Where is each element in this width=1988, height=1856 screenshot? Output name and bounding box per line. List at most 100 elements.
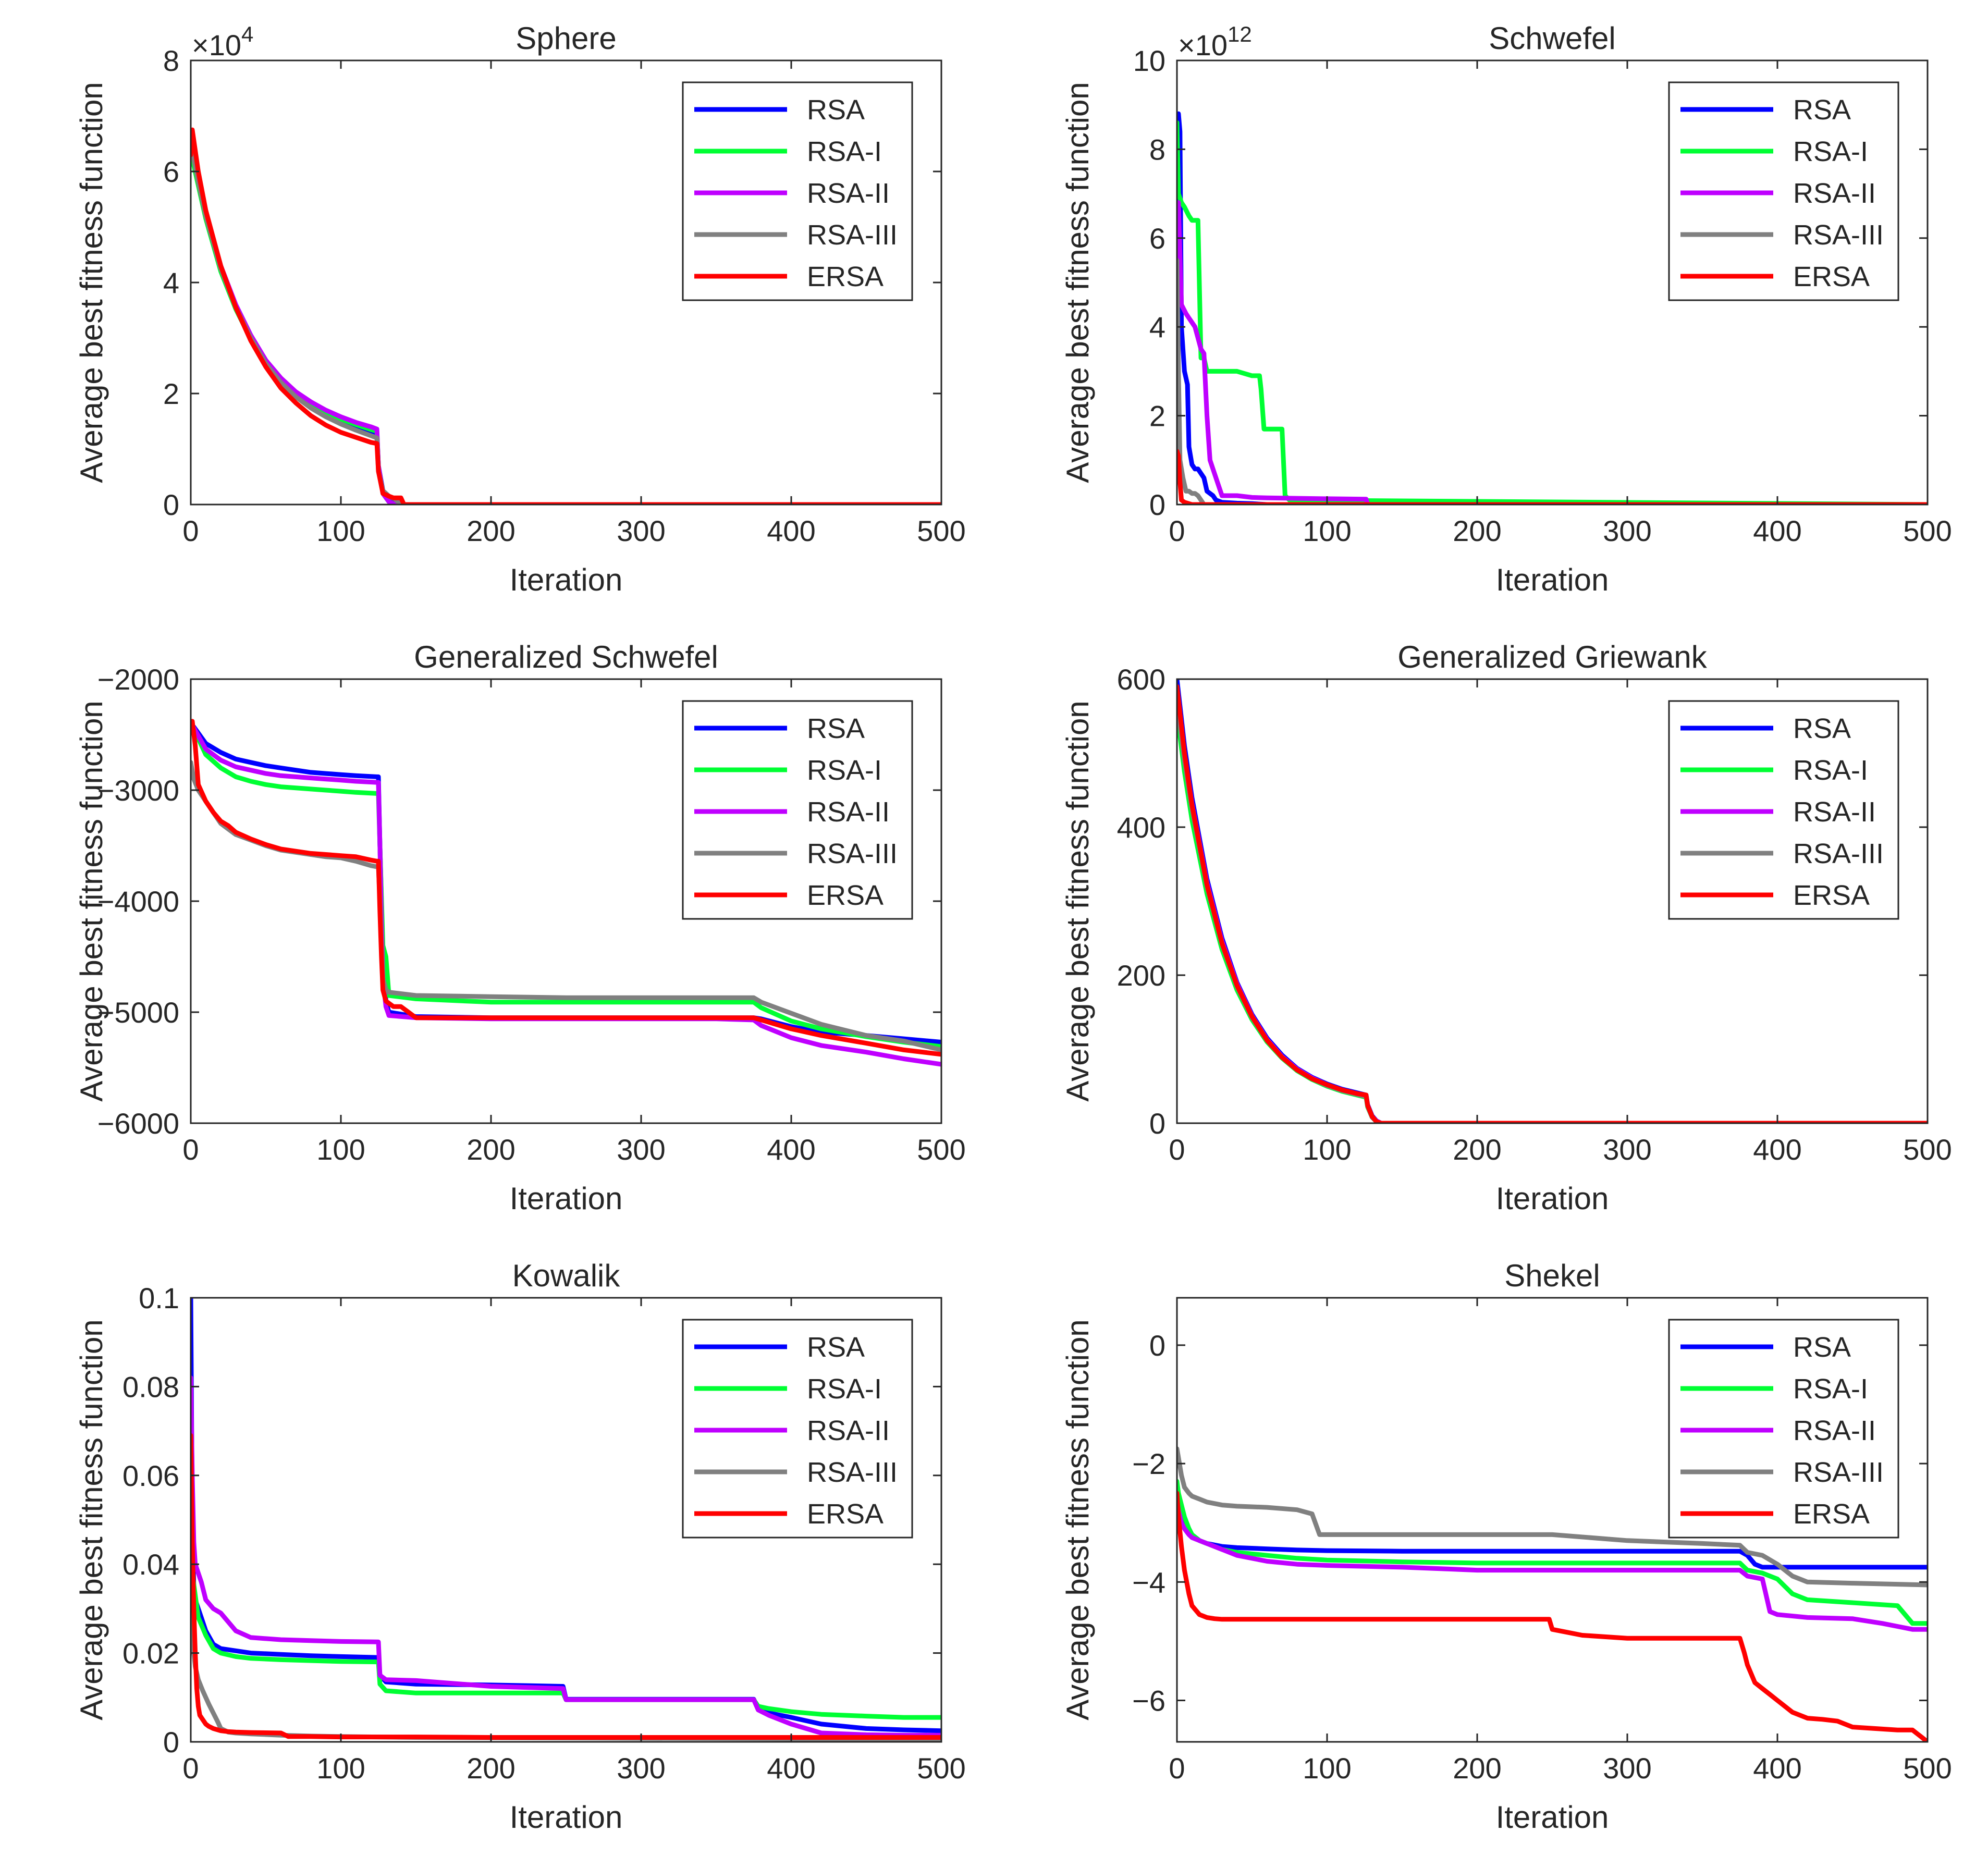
x-tick-label: 0 — [1169, 1752, 1185, 1785]
y-axis-multiplier-exponent: 4 — [241, 22, 253, 46]
chart-title: Schwefel — [1489, 21, 1615, 56]
legend: RSA RSA-I RSA-II RSA-III ERSA — [1668, 81, 1899, 301]
y-tick-label: 600 — [1117, 663, 1165, 696]
legend-label-rsa-i: RSA-I — [807, 136, 882, 167]
series-line-rsa-i — [1177, 1479, 1928, 1626]
x-tick-label: 0 — [182, 514, 199, 547]
subplot-sphere: 0 100 200 300 400 500 0 2 4 6 8 ×104 Sphere Iteration… — [74, 21, 966, 597]
y-tick-label: 0 — [1149, 1107, 1165, 1140]
x-axis-label: Iteration — [1496, 562, 1609, 597]
y-axis-label: Average best fitness function — [74, 1319, 109, 1720]
series-line-ersa — [191, 1433, 941, 1740]
y-tick-label: 6 — [1149, 222, 1165, 255]
series-line-ersa — [191, 127, 941, 505]
legend-label-rsa-iii: RSA-III — [1793, 1457, 1884, 1488]
legend-label-rsa-i: RSA-I — [807, 1373, 882, 1405]
x-tick-label: 0 — [182, 1752, 199, 1785]
legend-label-rsa-ii: RSA-II — [1793, 796, 1876, 828]
x-tick-label: 100 — [1303, 1752, 1351, 1785]
y-axis-multiplier: ×1012 — [1178, 22, 1252, 62]
legend-label-rsa-i: RSA-I — [1793, 136, 1868, 167]
x-tick-label: 400 — [1753, 1752, 1801, 1785]
subplot-generalized-schwefel: 0 100 200 300 400 500 −6000 −5000 −4000 −3000 −200… — [74, 640, 966, 1216]
axes-frame — [1176, 59, 1929, 506]
axes-frame — [1176, 678, 1929, 1124]
legend-label-rsa: RSA — [1793, 713, 1851, 744]
chart-title: Generalized Griewank — [1397, 640, 1708, 674]
y-tick-label: 2 — [163, 377, 179, 410]
axes-frame — [1176, 1297, 1929, 1743]
y-tick-label: 8 — [163, 44, 179, 77]
series-line-rsa-ii — [1177, 1496, 1928, 1632]
y-axis-label: Average best fitness function — [1060, 1319, 1095, 1720]
x-tick-label: 300 — [617, 1752, 665, 1785]
y-tick-label: 6 — [163, 155, 179, 188]
legend-label-ersa: ERSA — [1793, 261, 1870, 292]
y-axis-multiplier-exponent: 12 — [1228, 22, 1252, 46]
legend-label-rsa: RSA — [807, 1332, 865, 1363]
series-line-ersa — [1177, 684, 1928, 1123]
y-tick-label: −2 — [1132, 1447, 1165, 1480]
y-axis-label: Average best fitness function — [1060, 700, 1095, 1101]
x-tick-label: 300 — [1603, 514, 1651, 547]
y-tick-label: 4 — [1149, 311, 1165, 343]
y-axis-multiplier: ×104 — [192, 22, 253, 62]
x-tick-label: 0 — [182, 1133, 199, 1166]
x-tick-label: 400 — [1753, 514, 1801, 547]
y-tick-label: 0.04 — [122, 1548, 179, 1581]
y-tick-label: 0 — [1149, 1329, 1165, 1362]
x-tick-label: 500 — [917, 1133, 965, 1166]
x-tick-label: 400 — [1753, 1133, 1801, 1166]
legend-label-rsa-iii: RSA-III — [807, 1457, 898, 1488]
legend-label-rsa-ii: RSA-II — [1793, 178, 1876, 209]
legend-label-rsa-ii: RSA-II — [1793, 1415, 1876, 1446]
x-tick-label: 200 — [467, 514, 515, 547]
legend-label-rsa-iii: RSA-III — [807, 219, 898, 251]
legend-label-rsa-i: RSA-I — [1793, 1373, 1868, 1405]
legend-label-ersa: ERSA — [1793, 1498, 1870, 1530]
legend: RSA RSA-I RSA-II RSA-III ERSA — [682, 81, 913, 301]
legend-label-rsa: RSA — [807, 713, 865, 744]
legend-label-ersa: ERSA — [1793, 880, 1870, 911]
x-axis-label: Iteration — [510, 562, 623, 597]
series-line-rsa-i — [1177, 120, 1928, 505]
x-tick-label: 500 — [917, 1752, 965, 1785]
legend-label-ersa: ERSA — [807, 880, 883, 911]
y-tick-label: 0 — [163, 488, 179, 521]
y-tick-label: 0.08 — [122, 1370, 179, 1403]
y-tick-label: −6 — [1132, 1684, 1165, 1717]
chart-title: Generalized Schwefel — [414, 640, 718, 674]
x-tick-label: 100 — [316, 514, 365, 547]
y-tick-label: −5000 — [97, 996, 179, 1029]
x-tick-label: 100 — [1303, 514, 1351, 547]
y-tick-label: 0.02 — [122, 1637, 179, 1670]
y-tick-label: 0.1 — [139, 1282, 179, 1314]
legend: RSA RSA-I RSA-II RSA-III ERSA — [682, 1319, 913, 1539]
y-axis-label: Average best fitness function — [74, 700, 109, 1101]
x-axis-label: Iteration — [510, 1181, 623, 1216]
legend: RSA RSA-I RSA-II RSA-III ERSA — [1668, 700, 1899, 920]
legend-label-rsa-ii: RSA-II — [807, 178, 890, 209]
y-tick-label: 4 — [163, 266, 179, 299]
x-tick-label: 100 — [1303, 1133, 1351, 1166]
y-tick-label: 0 — [163, 1726, 179, 1759]
subplot-schwefel: 0 100 200 300 400 500 0 2 4 6 8 10 ×1012 Schwefel Iter… — [1060, 21, 1952, 597]
legend-label-rsa-iii: RSA-III — [807, 838, 898, 869]
y-tick-label: −4 — [1132, 1566, 1165, 1599]
series-line-ersa — [1177, 1491, 1928, 1742]
x-tick-label: 100 — [316, 1752, 365, 1785]
x-tick-label: 200 — [1453, 1133, 1501, 1166]
y-tick-label: −2000 — [97, 663, 179, 696]
x-tick-label: 300 — [617, 1133, 665, 1166]
legend: RSA RSA-I RSA-II RSA-III ERSA — [1668, 1319, 1899, 1539]
x-axis-label: Iteration — [510, 1800, 623, 1835]
x-tick-label: 500 — [1903, 514, 1952, 547]
y-tick-label: 2 — [1149, 400, 1165, 433]
legend-label-rsa-iii: RSA-III — [1793, 219, 1884, 251]
legend-label-rsa-i: RSA-I — [807, 755, 882, 786]
x-tick-label: 500 — [1903, 1133, 1952, 1166]
x-tick-label: 300 — [1603, 1752, 1651, 1785]
legend-label-rsa-i: RSA-I — [1793, 755, 1868, 786]
x-axis-label: Iteration — [1496, 1800, 1609, 1835]
